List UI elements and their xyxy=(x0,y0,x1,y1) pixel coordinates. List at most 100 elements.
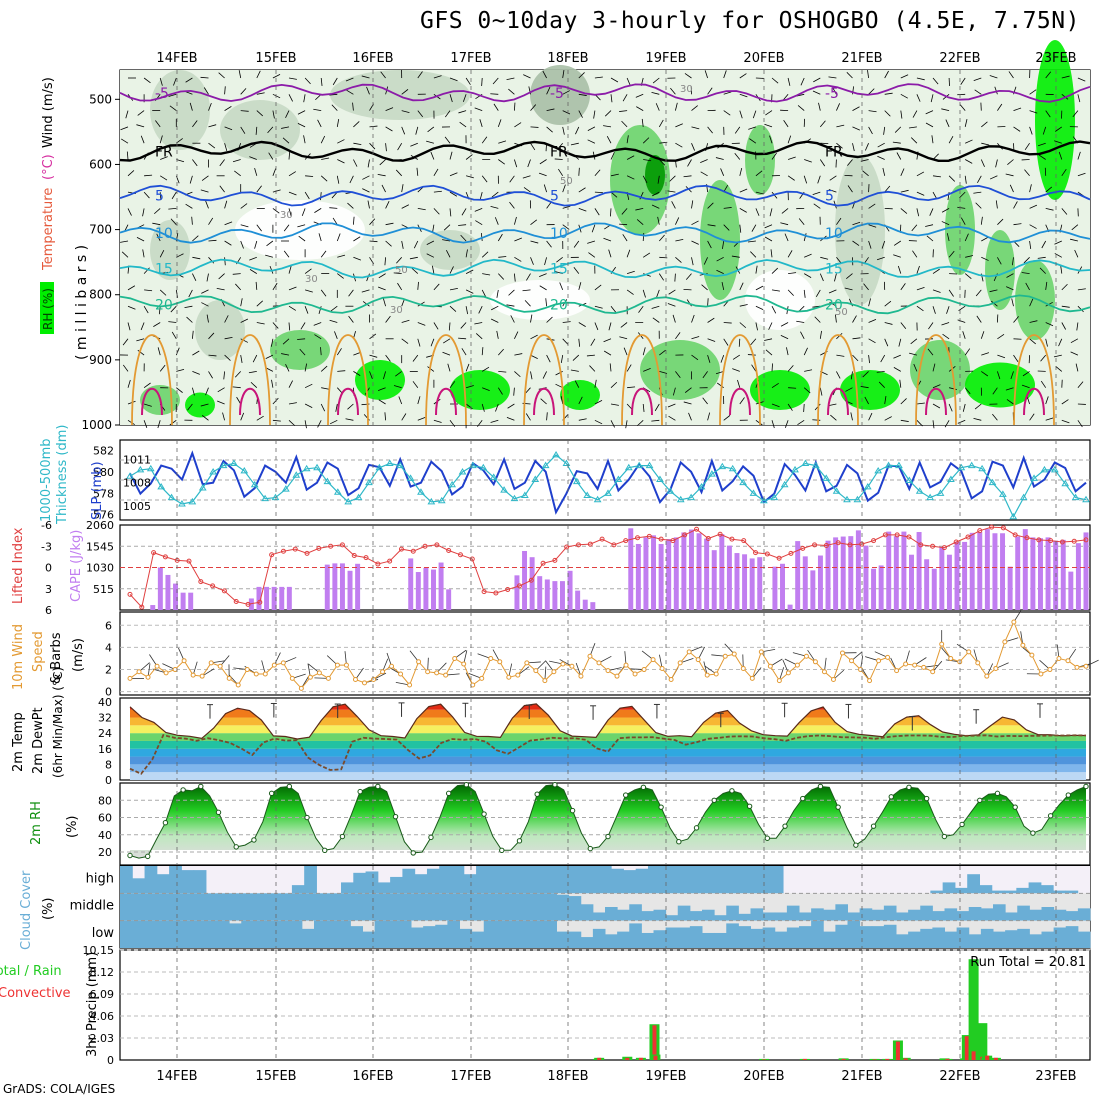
cloud-middle-32 xyxy=(508,893,521,921)
cloud-high-71 xyxy=(991,890,1005,894)
top-day-label-15FEB: 15FEB xyxy=(255,51,296,66)
rh-contour-label-3: 50 xyxy=(395,265,408,276)
cloud-middle-50 xyxy=(726,905,739,921)
thickness-mark-45 xyxy=(593,495,602,503)
cape-bar-40 xyxy=(431,569,436,610)
wind-point-4 xyxy=(163,670,169,676)
thickness-mark-55 xyxy=(697,482,706,490)
thickness-mark-27 xyxy=(406,474,415,481)
cloud-middle-69 xyxy=(956,911,970,921)
thickness-mark-57 xyxy=(718,462,727,470)
cloud-low-49 xyxy=(714,932,727,948)
cloud-low-79 xyxy=(1077,931,1091,948)
cape-bar-5 xyxy=(165,574,171,610)
precip-conv-bar-5 xyxy=(653,1055,658,1060)
wind-point-89 xyxy=(930,669,936,675)
rh-contour-label-5: 30 xyxy=(390,305,403,316)
rh2m-point-18 xyxy=(286,783,293,790)
cape-bar-61 xyxy=(590,602,596,610)
wind-point-93 xyxy=(966,649,972,655)
slp-tick-1011: 1011 xyxy=(123,453,151,466)
wind-point-23 xyxy=(334,662,340,668)
cloud-low-1 xyxy=(132,920,145,948)
rh-contour-label-1: 50 xyxy=(560,176,573,187)
li-point-5 xyxy=(186,558,192,564)
thickness-mark-40 xyxy=(541,461,550,469)
thickness-mark-90 xyxy=(1061,479,1070,487)
cloud-low-37 xyxy=(568,931,582,948)
wind10-label: 10m Wind xyxy=(11,624,26,690)
thickness-mark-86 xyxy=(1019,493,1028,501)
wind-point-63 xyxy=(695,657,701,663)
cloud-middle-5 xyxy=(180,893,194,921)
li-point-29 xyxy=(469,556,475,562)
cape-bar-72 xyxy=(673,537,679,610)
thickness-mark-18 xyxy=(313,463,321,471)
thickness-mark-11 xyxy=(240,466,249,474)
li-point-73 xyxy=(989,524,995,530)
li-point-26 xyxy=(434,542,440,548)
cape-bar-28 xyxy=(339,563,345,610)
cloud-low-52 xyxy=(750,928,764,948)
li-point-60 xyxy=(835,540,841,546)
pbl-inner-7 xyxy=(827,387,849,416)
cape-bar-37 xyxy=(408,558,414,610)
rh2m-point-68 xyxy=(729,788,735,794)
cloud-low-75 xyxy=(1029,934,1042,948)
cloud-low-47 xyxy=(689,926,703,948)
cape-bar-119 xyxy=(1030,537,1036,610)
ytick-label-1000: 1000 xyxy=(81,418,112,432)
cape-bar-4 xyxy=(157,567,163,610)
temp-band-20 xyxy=(130,733,1086,741)
cloud-middle-45 xyxy=(665,915,679,921)
li-point-36 xyxy=(552,557,558,563)
thickness-mark-20 xyxy=(333,488,342,495)
isotherm-label-15-1: 15 xyxy=(550,262,568,278)
li-point-24 xyxy=(410,548,416,554)
rh2m-point-80 xyxy=(835,804,841,810)
rh2m-point-34 xyxy=(428,834,434,841)
cloud-middle-10 xyxy=(241,893,254,921)
ytick-label-500: 500 xyxy=(89,92,112,106)
thickness-mark-43 xyxy=(572,477,581,485)
ytick-label-900: 900 xyxy=(89,353,112,367)
cloud-middle-47 xyxy=(689,911,703,921)
wind-point-88 xyxy=(921,664,927,670)
li-point-64 xyxy=(882,532,888,538)
rh2m-point-102 xyxy=(1030,830,1036,836)
cloud-low-42 xyxy=(629,923,642,948)
cloud-low-10 xyxy=(241,920,254,948)
wind-point-3 xyxy=(154,663,160,669)
precip-total-bar-17 xyxy=(968,959,979,1060)
li-point-34 xyxy=(528,577,534,583)
pbl-loop-7 xyxy=(817,334,859,426)
isotherm-FR xyxy=(119,140,1091,162)
rh2m-point-58 xyxy=(640,784,647,791)
cape-bar-19 xyxy=(271,586,277,610)
cloud-high-53 xyxy=(770,866,784,894)
top-day-label-14FEB: 14FEB xyxy=(156,51,197,66)
thickness-mark-3 xyxy=(157,482,166,490)
pbl-loop-6 xyxy=(719,334,761,426)
wind-point-87 xyxy=(912,662,918,668)
wind10m-barbs xyxy=(130,609,1099,689)
thickness-mark-87 xyxy=(1030,474,1038,481)
rh-shade-8 xyxy=(835,155,885,305)
upper-air-panel: -5 -5 -5 FR FR FR 5 5 5 10 10 10 15 15 15 20 20 20 30 50 30 5… xyxy=(40,40,1091,432)
cape-bar-52 xyxy=(522,550,528,610)
li-point-57 xyxy=(800,545,806,551)
thickness-mark-79 xyxy=(947,475,955,482)
cloud-low-55 xyxy=(786,927,800,948)
cape-bar-90 xyxy=(810,570,816,610)
cape-bar-120 xyxy=(1037,538,1043,610)
wind-tick-6: 6 xyxy=(105,619,112,632)
cloud-high-0 xyxy=(120,866,133,894)
thickness-mark-63 xyxy=(780,480,789,488)
rh-contour-label-6: 50 xyxy=(835,307,848,318)
wind-point-55 xyxy=(623,662,629,668)
thick-tick-580: 580 xyxy=(93,466,114,479)
cloud-high-70 xyxy=(979,885,993,894)
cloud-low-73 xyxy=(1005,930,1018,948)
top-day-label-23FEB: 23FEB xyxy=(1035,51,1076,66)
cloud-low-58 xyxy=(823,931,836,948)
